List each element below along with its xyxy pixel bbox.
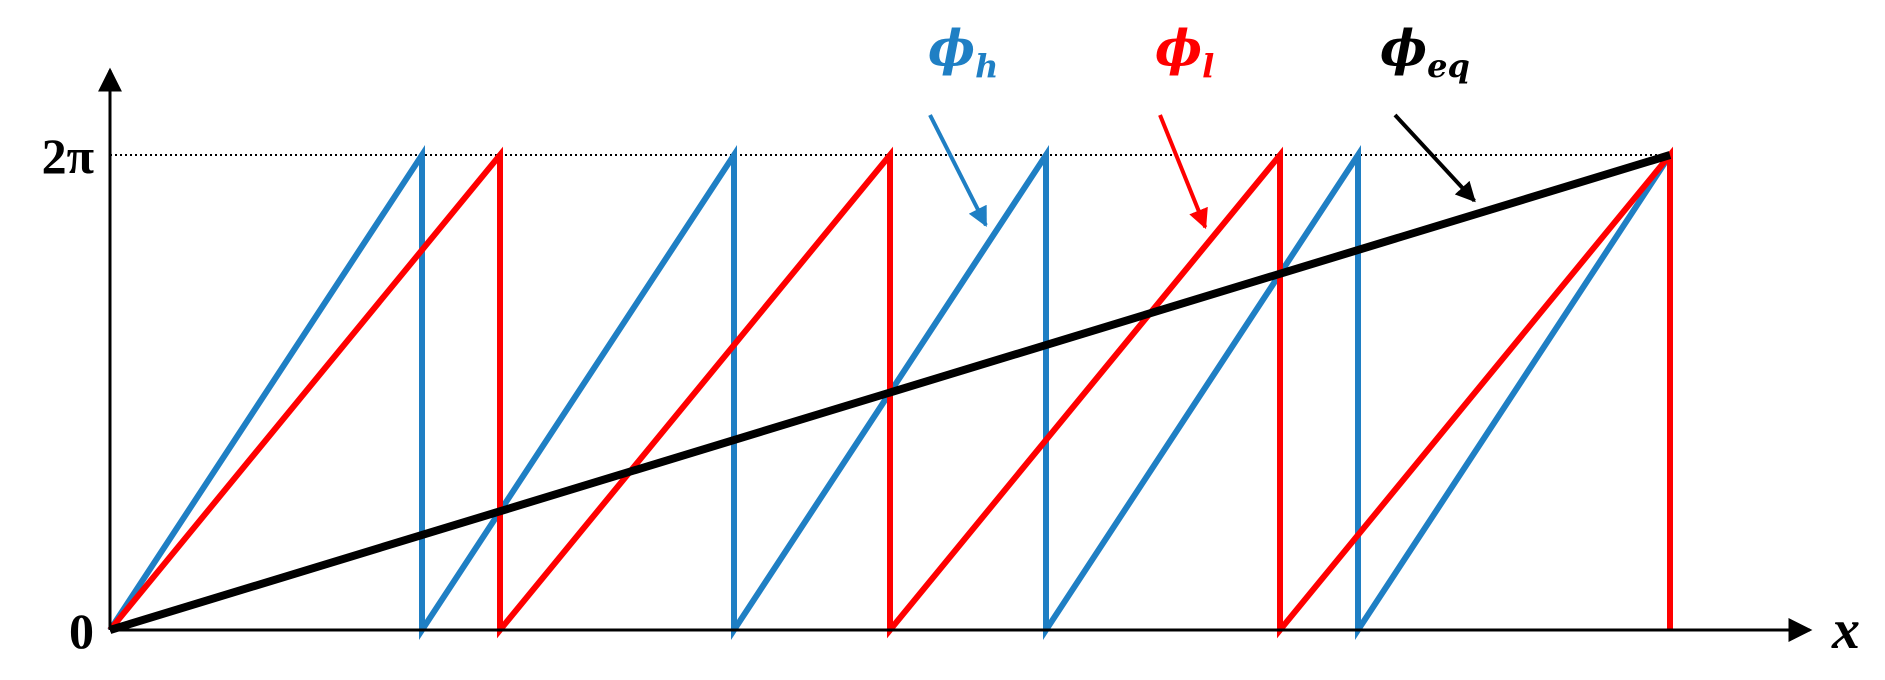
legend-label-l: ϕl [1155,18,1214,85]
x-axis-label: x [1831,599,1860,661]
annotation-arrow-l [1158,114,1208,230]
annotation-arrow-h [928,114,988,228]
legend-label-h: ϕh [928,18,998,85]
y-tick-label: 2π [42,128,94,184]
y-tick-label: 0 [69,603,94,659]
series-eq-line [108,151,1672,634]
annotation-arrow-eq [1393,113,1476,203]
legend-label-eq: ϕeq [1380,18,1470,85]
